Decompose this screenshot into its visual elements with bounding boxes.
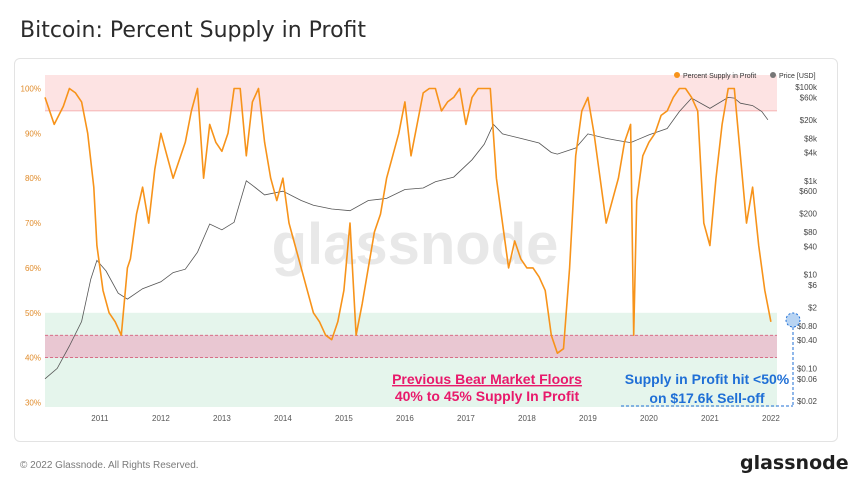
chart-svg: glassnode 30% 40% 50% 60% 70% 80% 90% 100% $100… (21, 72, 818, 423)
watermark: glassnode (272, 212, 559, 277)
zone-layer (45, 75, 777, 407)
profit-series-layer (44, 87, 772, 355)
x-tick-label: 2022 (762, 414, 780, 423)
left-tick-label: 30% (25, 399, 41, 408)
zone-band-1 (45, 312, 777, 407)
copyright: © 2022 Glassnode. All Rights Reserved. (20, 460, 199, 471)
right-tick-label: $0.40 (797, 336, 818, 345)
right-tick-label: $0.06 (797, 375, 818, 384)
legend-label-price: Price [USD] (779, 73, 816, 80)
x-tick-label: 2011 (91, 414, 109, 423)
selloff-marker (785, 312, 801, 328)
x-axis: 2011 2012 2013 2014 2015 2016 2017 2018 2019 2020… (91, 414, 780, 423)
x-tick-label: 2014 (274, 414, 292, 423)
x-tick-label: 2016 (396, 414, 414, 423)
legend-marker-profit (674, 72, 680, 78)
right-tick-label: $40 (804, 242, 818, 251)
zone-band-2 (45, 335, 777, 358)
left-tick-label: 60% (25, 264, 41, 273)
right-tick-label: $10 (804, 271, 818, 280)
chart-card: glassnode 30% 40% 50% 60% 70% 80% 90% 100% $100… (14, 58, 838, 442)
right-tick-label: $0.02 (797, 397, 818, 406)
right-tick-label: $200 (799, 210, 817, 219)
x-tick-label: 2021 (701, 414, 719, 423)
right-tick-label: $4k (804, 149, 818, 158)
left-tick-label: 90% (25, 129, 41, 138)
right-tick-label: $80 (804, 228, 818, 237)
right-tick-label: $600 (799, 187, 817, 196)
left-tick-label: 50% (25, 309, 41, 318)
right-tick-label: $2 (808, 303, 817, 312)
x-tick-label: 2012 (152, 414, 170, 423)
price-series-layer (44, 96, 769, 380)
series-line-price (44, 96, 769, 380)
x-tick-label: 2013 (213, 414, 231, 423)
right-tick-label: $0.10 (797, 364, 818, 373)
x-tick-label: 2017 (457, 414, 475, 423)
zone-band-0 (45, 75, 777, 111)
legend: Percent Supply in Profit Price [USD] (674, 72, 816, 80)
right-tick-label: $6 (808, 281, 817, 290)
x-tick-label: 2019 (579, 414, 597, 423)
brand-logo: glassnode (740, 452, 849, 474)
legend-marker-price (770, 72, 776, 78)
bear-floor-annotation-title: Previous Bear Market Floors (392, 371, 582, 387)
right-tick-label: $1k (804, 177, 818, 186)
left-tick-label: 80% (25, 174, 41, 183)
right-tick-label: $0.80 (797, 322, 818, 331)
x-tick-label: 2015 (335, 414, 353, 423)
right-tick-label: $8k (804, 134, 818, 143)
left-axis: 30% 40% 50% 60% 70% 80% 90% 100% (21, 84, 41, 407)
page-title: Bitcoin: Percent Supply in Profit (20, 18, 367, 43)
series-line-percent-supply-in-profit (44, 87, 772, 355)
left-tick-label: 40% (25, 354, 41, 363)
left-tick-label: 70% (25, 219, 41, 228)
bear-floor-annotation-sub: 40% to 45% Supply In Profit (395, 388, 580, 404)
right-tick-label: $100k (795, 83, 818, 92)
x-tick-label: 2018 (518, 414, 536, 423)
selloff-annotation-title: Supply in Profit hit <50% (625, 371, 790, 387)
right-tick-label: $20k (800, 116, 818, 125)
right-axis: $100k$60k$20k$8k$4k$1k$600$200$80$40$10$… (795, 83, 818, 406)
right-tick-label: $60k (800, 93, 818, 102)
legend-label-profit: Percent Supply in Profit (683, 73, 756, 80)
left-tick-label: 100% (21, 84, 41, 93)
selloff-annotation-sub: on $17.6k Sell-off (649, 390, 764, 406)
x-tick-label: 2020 (640, 414, 658, 423)
